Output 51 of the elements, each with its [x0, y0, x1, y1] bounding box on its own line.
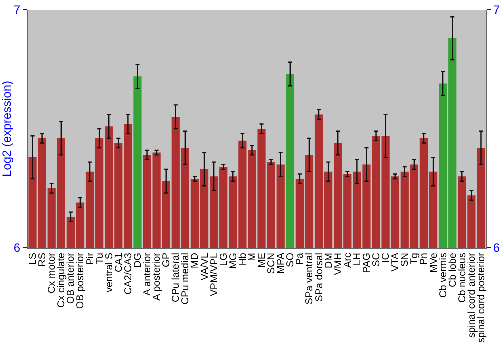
x-tick-label: VPM/VPL [209, 252, 220, 296]
y2-tick-label: 6 [493, 241, 500, 256]
x-tick-label: LG [218, 252, 230, 266]
x-tick-label: Tu [94, 253, 106, 264]
x-tick-label: Pn [419, 253, 430, 266]
x-tick-label: Cb nucleus [457, 253, 468, 304]
x-tick-label: Hb [238, 252, 249, 266]
x-tick-label: DM [324, 253, 335, 269]
x-tick-label: SPa ventral [304, 253, 316, 305]
x-tick-label: DG [132, 252, 144, 268]
x-tick-label: Tg [410, 253, 421, 265]
x-tick-label: MPA [276, 252, 288, 274]
x-tick-label: SO [286, 252, 297, 268]
x-tick-label: Pa [295, 252, 306, 266]
x-tick-label: VTA [390, 252, 402, 272]
x-tick-label: OB posterior [76, 252, 87, 310]
x-tick-label: spinal cord posterior [476, 252, 488, 344]
x-tick-label: CA2/CA3 [123, 252, 134, 295]
x-tick-label: MG [228, 252, 240, 270]
x-tick-label: SPa dorsal [314, 253, 326, 302]
x-tick-label: VA/VL [200, 252, 211, 281]
x-tick-label: SN [400, 253, 412, 267]
x-tick-label: GP [162, 252, 173, 268]
y2-tick-label: 7 [493, 3, 500, 18]
x-tick-label: LH [352, 253, 364, 266]
x-tick-label: CPu lateral [171, 253, 182, 302]
x-tick-label: MVe [428, 252, 440, 274]
x-tick-label: SC [372, 253, 383, 267]
x-tick-label: PAG [362, 252, 373, 274]
x-tick-label: VMH [333, 253, 344, 276]
x-tick-label: ventral S [104, 252, 116, 292]
x-tick-label: ME [257, 252, 268, 268]
x-tick-label: Cx motor [47, 252, 58, 294]
x-tick-label: A posterior [152, 252, 164, 301]
x-tick-label: RS [38, 252, 49, 267]
x-tick-label: Cx cingulate [56, 252, 68, 308]
x-tick-label: A anterior [142, 252, 154, 296]
y-axis-title: Log2 (expression) [0, 80, 14, 178]
x-tick-label: MD [190, 253, 202, 269]
x-tick-label: CPu medial [180, 253, 192, 305]
x-tick-label: Pir [85, 252, 96, 266]
x-tick-label: Cb vermis [438, 253, 450, 298]
x-tick-label: SCN [266, 253, 278, 274]
x-tick-label: OB anterior [66, 252, 78, 304]
x-tick-label: LS [28, 252, 40, 266]
x-tick-label: M [247, 253, 258, 262]
x-tick-label: Arc [342, 253, 354, 268]
x-tick-label: spinal cord anterior [466, 252, 478, 338]
x-tick-label: IC [381, 253, 392, 263]
x-tick-label: Cb lobe [448, 252, 459, 288]
x-tick-label: CA1 [114, 252, 125, 272]
